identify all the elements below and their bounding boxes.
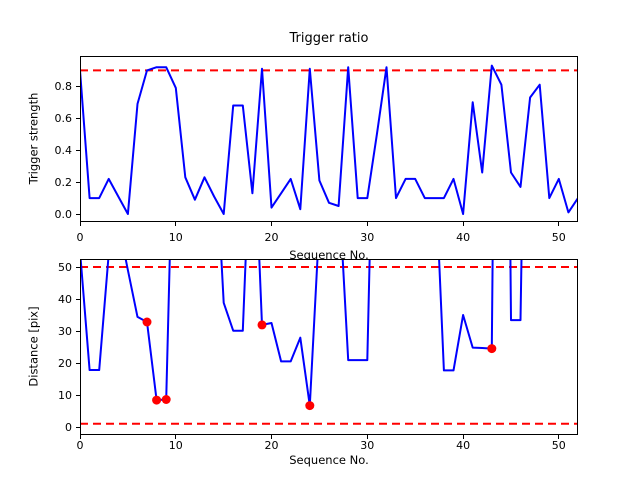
x-tick-label: 30 bbox=[360, 231, 375, 244]
trigger-event-marker-dot bbox=[142, 317, 152, 327]
y-tick-label: 0.0 bbox=[54, 207, 73, 221]
x-tick-mark bbox=[271, 222, 272, 226]
y-tick-mark bbox=[76, 85, 80, 87]
trigger-event-marker-dot bbox=[487, 344, 497, 354]
x-axis-label-top-clipped: Sequence No. bbox=[289, 248, 369, 262]
y-tick-mark bbox=[76, 362, 80, 364]
y-tick-label: 0.2 bbox=[54, 175, 73, 189]
y-tick-mark bbox=[76, 266, 80, 268]
y-tick-label: 50 bbox=[58, 260, 72, 274]
distance-line bbox=[81, 260, 523, 407]
y-tick-label: 10 bbox=[58, 388, 72, 402]
x-tick-label: 50 bbox=[551, 231, 566, 244]
y-tick-mark bbox=[76, 213, 80, 215]
x-tick-label: 10 bbox=[168, 439, 183, 452]
x-tick-label: 20 bbox=[264, 231, 279, 244]
x-tick-mark bbox=[271, 435, 272, 439]
x-tick-label: 40 bbox=[456, 439, 471, 452]
x-axis-label-bottom: Sequence No. bbox=[289, 453, 369, 467]
x-tick-mark bbox=[558, 222, 560, 226]
x-tick-label: 30 bbox=[360, 439, 375, 452]
y-tick-mark bbox=[76, 181, 80, 183]
x-tick-mark bbox=[175, 435, 177, 439]
x-tick-mark bbox=[558, 435, 560, 439]
x-tick-label: 0 bbox=[76, 439, 84, 452]
y-tick-label: 0.4 bbox=[54, 143, 73, 157]
y-tick-mark bbox=[76, 394, 80, 396]
x-tick-mark bbox=[79, 435, 81, 439]
x-tick-label: 20 bbox=[264, 439, 279, 452]
trigger-strength-line bbox=[81, 64, 577, 215]
plot-title: Trigger ratio bbox=[289, 31, 369, 46]
x-tick-mark bbox=[79, 222, 81, 226]
y-tick-mark bbox=[76, 330, 80, 332]
plot-area-1 bbox=[81, 260, 577, 425]
x-tick-label: 10 bbox=[168, 231, 183, 244]
y-tick-label: 40 bbox=[58, 292, 72, 306]
y-tick-label: 0.6 bbox=[54, 111, 73, 125]
y-tick-label: 0.8 bbox=[54, 79, 73, 93]
bottom-plot-panel bbox=[80, 259, 578, 435]
plot-area-0 bbox=[81, 64, 577, 215]
trigger-event-marker-dot bbox=[257, 320, 267, 330]
x-tick-mark bbox=[175, 222, 177, 226]
y-tick-mark bbox=[76, 117, 80, 119]
x-tick-mark bbox=[366, 435, 368, 439]
y-tick-label: 0 bbox=[65, 420, 72, 434]
y-tick-mark bbox=[76, 298, 80, 300]
x-tick-label: 40 bbox=[456, 231, 471, 244]
y-tick-label: 20 bbox=[58, 356, 72, 370]
y-tick-label: 30 bbox=[58, 324, 72, 338]
x-tick-mark bbox=[366, 222, 368, 226]
trigger-event-marker-dot bbox=[152, 395, 162, 405]
trigger-event-marker-dot bbox=[305, 401, 315, 411]
x-tick-label: 50 bbox=[551, 439, 566, 452]
x-tick-mark bbox=[462, 222, 464, 226]
x-tick-mark bbox=[462, 435, 464, 439]
x-tick-label: 0 bbox=[76, 231, 84, 244]
y-tick-mark bbox=[76, 426, 80, 428]
y-tick-mark bbox=[76, 149, 80, 151]
trigger-event-marker-dot bbox=[161, 395, 171, 404]
top-plot-panel bbox=[80, 56, 578, 222]
